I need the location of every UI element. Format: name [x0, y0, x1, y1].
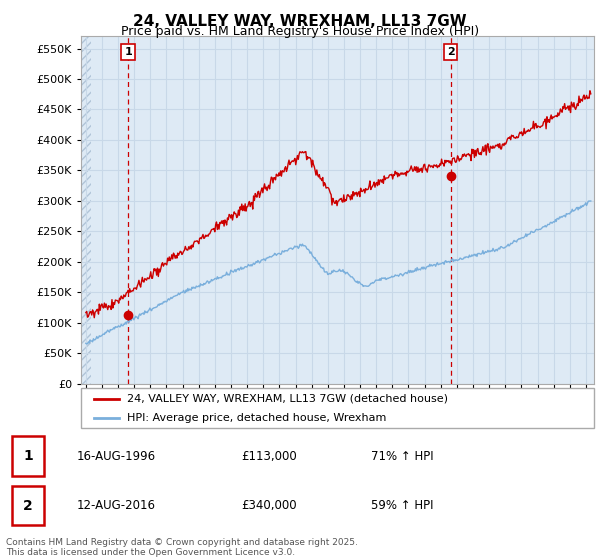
- FancyBboxPatch shape: [12, 436, 44, 476]
- Text: 16-AUG-1996: 16-AUG-1996: [77, 450, 155, 463]
- Text: 59% ↑ HPI: 59% ↑ HPI: [371, 500, 433, 512]
- Text: 12-AUG-2016: 12-AUG-2016: [77, 500, 155, 512]
- Text: Price paid vs. HM Land Registry's House Price Index (HPI): Price paid vs. HM Land Registry's House …: [121, 25, 479, 38]
- Text: 71% ↑ HPI: 71% ↑ HPI: [371, 450, 433, 463]
- Text: HPI: Average price, detached house, Wrexham: HPI: Average price, detached house, Wrex…: [127, 413, 386, 422]
- Text: 24, VALLEY WAY, WREXHAM, LL13 7GW (detached house): 24, VALLEY WAY, WREXHAM, LL13 7GW (detac…: [127, 394, 448, 404]
- Text: Contains HM Land Registry data © Crown copyright and database right 2025.
This d: Contains HM Land Registry data © Crown c…: [6, 538, 358, 557]
- Text: 24, VALLEY WAY, WREXHAM, LL13 7GW: 24, VALLEY WAY, WREXHAM, LL13 7GW: [133, 14, 467, 29]
- Text: 2: 2: [447, 47, 455, 57]
- Text: 1: 1: [124, 47, 132, 57]
- Bar: [81, 36, 91, 384]
- Text: 1: 1: [23, 449, 33, 463]
- Text: 2: 2: [23, 499, 33, 513]
- Text: £340,000: £340,000: [241, 500, 297, 512]
- Text: £113,000: £113,000: [241, 450, 297, 463]
- FancyBboxPatch shape: [12, 486, 44, 525]
